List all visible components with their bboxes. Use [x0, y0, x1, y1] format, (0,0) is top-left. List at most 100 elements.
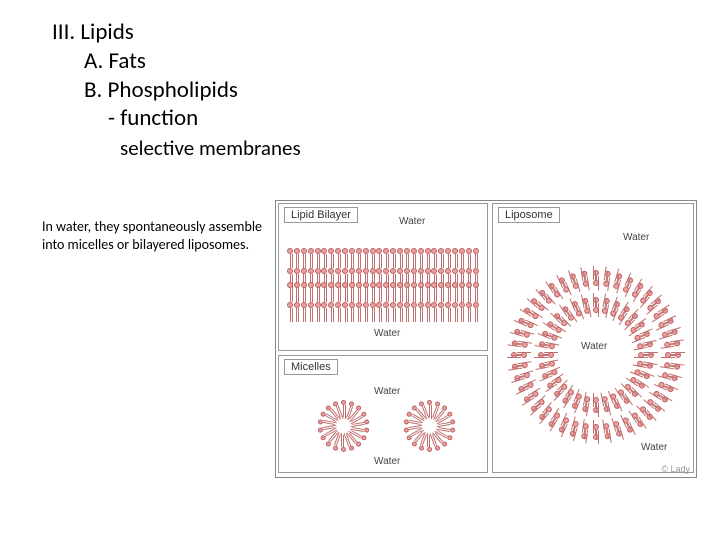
phospholipid	[613, 273, 623, 290]
phospholipid	[593, 397, 599, 413]
water-label: Water	[374, 456, 400, 467]
phospholipid	[301, 302, 307, 322]
phospholipid	[294, 282, 300, 302]
phospholipid	[425, 302, 431, 322]
phospholipid	[404, 302, 410, 322]
phospholipid	[431, 248, 437, 268]
phospholipid	[294, 302, 300, 322]
phospholipid	[376, 248, 382, 268]
phospholipid	[287, 302, 293, 322]
phospholipid	[637, 360, 654, 369]
phospholipid	[308, 248, 314, 268]
phospholipid	[601, 396, 610, 413]
phospholipid	[581, 423, 589, 440]
phospholipid	[445, 302, 451, 322]
phospholipid	[418, 248, 424, 268]
phospholipid	[356, 302, 362, 322]
phospholipid	[425, 282, 431, 302]
phospholipid	[571, 393, 583, 410]
phospholipid	[664, 340, 681, 348]
phospholipid	[411, 302, 417, 322]
phospholipid	[363, 282, 369, 302]
phospholipid	[301, 282, 307, 302]
phospholipid	[404, 248, 410, 268]
phospholipid	[425, 248, 431, 268]
body-text: In water, they spontaneously assemble in…	[42, 218, 262, 253]
phospholipid	[315, 248, 321, 268]
phospholipid	[342, 302, 348, 322]
micelle	[315, 400, 367, 452]
micelles-label: Micelles	[284, 359, 338, 375]
phospholipid	[328, 248, 334, 268]
phospholipid	[431, 282, 437, 302]
bilayer-label: Lipid Bilayer	[284, 207, 358, 223]
phospholipid	[452, 248, 458, 268]
phospholipid	[661, 372, 678, 382]
phospholipid	[539, 341, 556, 350]
phospholipid	[558, 276, 570, 293]
phospholipid	[511, 352, 527, 358]
phospholipid	[661, 328, 678, 338]
liposome-label: Liposome	[498, 207, 560, 223]
phospholipid	[356, 282, 362, 302]
phospholipid	[593, 424, 599, 440]
phospholipid	[438, 248, 444, 268]
phospholipid	[418, 302, 424, 322]
phospholipid	[363, 248, 369, 268]
bilayer-top-row	[287, 248, 479, 268]
phospholipid	[349, 282, 355, 302]
phospholipid	[411, 248, 417, 268]
phospholipid	[459, 248, 465, 268]
phospholipid	[613, 420, 623, 437]
phospholipid	[370, 302, 376, 322]
phospholipid	[431, 302, 437, 322]
water-label: Water	[641, 442, 667, 453]
water-label: Water	[374, 328, 400, 339]
phospholipid	[321, 302, 327, 322]
phospholipid	[335, 248, 341, 268]
phospholipid	[452, 302, 458, 322]
phospholipid	[601, 298, 610, 315]
water-label: Water	[399, 216, 425, 227]
phospholipid	[335, 282, 341, 302]
phospholipid	[582, 396, 591, 413]
phospholipid	[569, 420, 579, 437]
phospholipid	[363, 302, 369, 322]
phospholipid	[404, 282, 410, 302]
phospholipid	[638, 352, 654, 358]
phospholipid	[390, 302, 396, 322]
phospholipid	[511, 362, 528, 370]
bilayer-bottom-row	[287, 302, 479, 322]
phospholipid	[349, 302, 355, 322]
phospholipid	[376, 302, 382, 322]
phospholipid	[383, 282, 389, 302]
panel-micelles: Micelles Water Water	[278, 355, 488, 473]
phospholipid	[370, 282, 376, 302]
phospholipid	[321, 248, 327, 268]
phospholipid	[370, 248, 376, 268]
phospholipid	[383, 248, 389, 268]
phospholipid	[397, 282, 403, 302]
phospholipid	[308, 302, 314, 322]
phospholipid	[466, 282, 472, 302]
phospholipid	[511, 340, 528, 348]
phospholipid	[466, 248, 472, 268]
phospholipid	[411, 282, 417, 302]
phospholipid	[418, 282, 424, 302]
phospholipid	[335, 302, 341, 322]
phospholipid	[514, 328, 531, 338]
panel-bilayer: Lipid Bilayer Water Water	[278, 203, 488, 351]
phospholipid	[466, 302, 472, 322]
phospholipid	[664, 362, 681, 370]
phospholipid	[569, 273, 579, 290]
phospholipid	[658, 381, 675, 393]
water-label: Water	[581, 341, 607, 352]
phospholipid	[390, 248, 396, 268]
phospholipid	[473, 282, 479, 302]
phospholipid	[452, 282, 458, 302]
phospholipid	[634, 330, 651, 342]
outline-block: III. Lipids A. Fats B. Phospholipids - f…	[52, 18, 301, 162]
diagram-container: Lipid Bilayer Water Water Liposome Water…	[275, 200, 697, 478]
phospholipid	[445, 248, 451, 268]
liposome-ring	[508, 270, 678, 440]
